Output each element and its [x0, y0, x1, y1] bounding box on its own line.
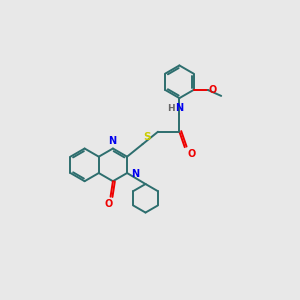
Text: H: H: [167, 104, 175, 113]
Text: O: O: [208, 85, 217, 95]
Text: N: N: [130, 169, 139, 178]
Text: O: O: [104, 199, 112, 209]
Text: S: S: [143, 132, 151, 142]
Text: N: N: [175, 103, 184, 113]
Text: O: O: [187, 149, 195, 159]
Text: N: N: [108, 136, 116, 146]
